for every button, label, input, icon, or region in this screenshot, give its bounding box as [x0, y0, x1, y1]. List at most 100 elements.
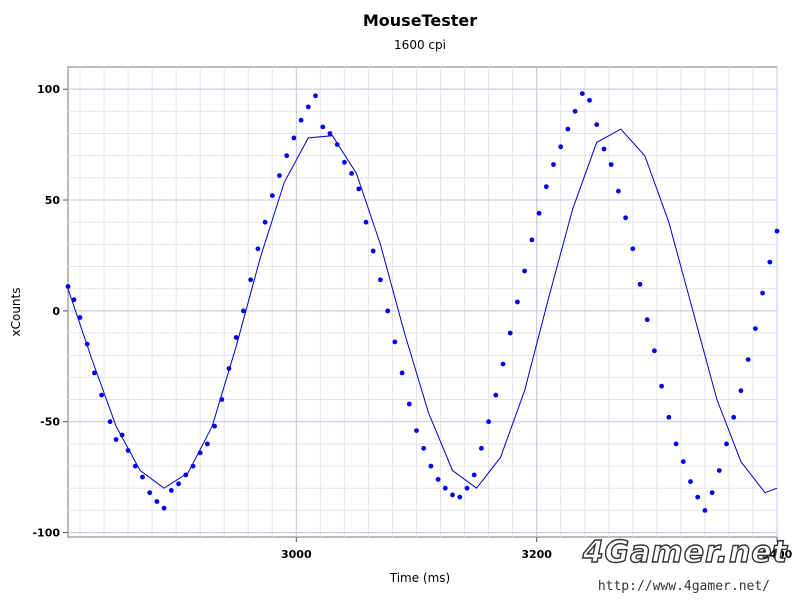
- x-tick-label: 3200: [521, 548, 552, 561]
- plot-area: [67, 66, 778, 538]
- data-point: [457, 494, 463, 500]
- data-point: [147, 490, 153, 496]
- plot-border: [67, 66, 778, 538]
- data-point: [305, 104, 311, 110]
- data-point: [551, 162, 556, 167]
- data-point: [399, 370, 405, 376]
- data-point: [616, 188, 621, 194]
- y-tick-label: 100: [37, 83, 60, 96]
- data-point: [241, 308, 246, 314]
- fit-line: [67, 128, 778, 494]
- data-point: [212, 423, 218, 429]
- data-point: [132, 463, 138, 469]
- data-point: [334, 142, 340, 148]
- watermark-logo: 4Gamer.net: [582, 535, 789, 570]
- data-point: [587, 97, 592, 103]
- data-point: [515, 299, 520, 305]
- y-axis-label: xCounts: [9, 288, 23, 337]
- data-point: [168, 488, 174, 493]
- y-tick-label: 50: [45, 194, 61, 207]
- data-point: [623, 215, 628, 221]
- data-point: [406, 401, 412, 407]
- data-point: [695, 494, 701, 500]
- data-point: [774, 228, 780, 234]
- chart-title: MouseTester: [363, 11, 477, 30]
- series-scatter: [65, 91, 780, 513]
- data-point: [738, 388, 744, 394]
- data-point: [262, 219, 268, 225]
- data-point: [579, 91, 585, 96]
- data-point: [724, 441, 729, 447]
- data-point: [92, 370, 97, 376]
- data-point: [113, 437, 119, 442]
- data-point: [226, 366, 232, 371]
- data-point: [125, 448, 131, 453]
- data-point: [356, 186, 362, 192]
- data-point: [522, 268, 527, 274]
- data-point: [507, 330, 513, 336]
- data-point: [644, 317, 650, 323]
- data-point: [349, 171, 354, 176]
- data-point: [543, 184, 549, 190]
- data-point: [154, 499, 160, 504]
- x-axis-label: Time (ms): [389, 571, 451, 585]
- data-point: [428, 463, 434, 469]
- data-point: [666, 414, 672, 420]
- data-point: [680, 459, 686, 464]
- data-point: [442, 485, 448, 491]
- data-point: [486, 419, 491, 425]
- data-point: [385, 308, 391, 314]
- data-point: [572, 108, 578, 114]
- data-point: [378, 277, 383, 283]
- data-point: [760, 290, 765, 296]
- data-point: [183, 472, 189, 478]
- data-point: [313, 93, 318, 99]
- data-point: [450, 492, 455, 498]
- data-point: [119, 432, 125, 438]
- data-point: [176, 481, 182, 487]
- data-point: [219, 397, 225, 402]
- y-tick-label: 0: [52, 305, 60, 318]
- data-point: [536, 210, 542, 216]
- data-point: [500, 361, 506, 367]
- data-point: [529, 237, 535, 243]
- data-point: [392, 339, 398, 345]
- data-point: [107, 419, 113, 425]
- x-tick-label: 3000: [281, 548, 312, 561]
- data-point: [558, 144, 564, 150]
- data-point: [716, 468, 722, 473]
- data-point: [197, 450, 203, 456]
- data-point: [248, 277, 254, 283]
- data-point: [479, 445, 484, 451]
- data-point: [99, 392, 104, 398]
- data-point: [601, 146, 607, 152]
- data-point: [659, 383, 664, 389]
- data-point: [342, 159, 347, 165]
- data-point: [255, 246, 261, 252]
- y-axis: -100 -50 0 50 100: [32, 83, 68, 540]
- data-point: [284, 153, 290, 159]
- data-point: [71, 297, 77, 303]
- data-point: [327, 131, 333, 136]
- data-point: [320, 124, 326, 130]
- data-point: [688, 479, 693, 484]
- data-point: [298, 117, 304, 123]
- data-point: [652, 348, 657, 354]
- data-point: [233, 335, 239, 340]
- grid-major: [68, 67, 778, 537]
- data-point: [363, 219, 369, 225]
- data-point: [493, 392, 499, 398]
- data-point: [637, 281, 643, 287]
- series-fit-line: [67, 128, 778, 494]
- data-point: [608, 162, 614, 167]
- data-point: [702, 508, 708, 513]
- data-point: [190, 463, 196, 469]
- data-point: [435, 477, 441, 482]
- data-point: [565, 126, 571, 132]
- watermark-url: http://www.4gamer.net/: [598, 579, 770, 594]
- data-point: [277, 173, 282, 179]
- data-point: [140, 474, 145, 480]
- data-point: [745, 357, 751, 362]
- data-point: [767, 259, 773, 265]
